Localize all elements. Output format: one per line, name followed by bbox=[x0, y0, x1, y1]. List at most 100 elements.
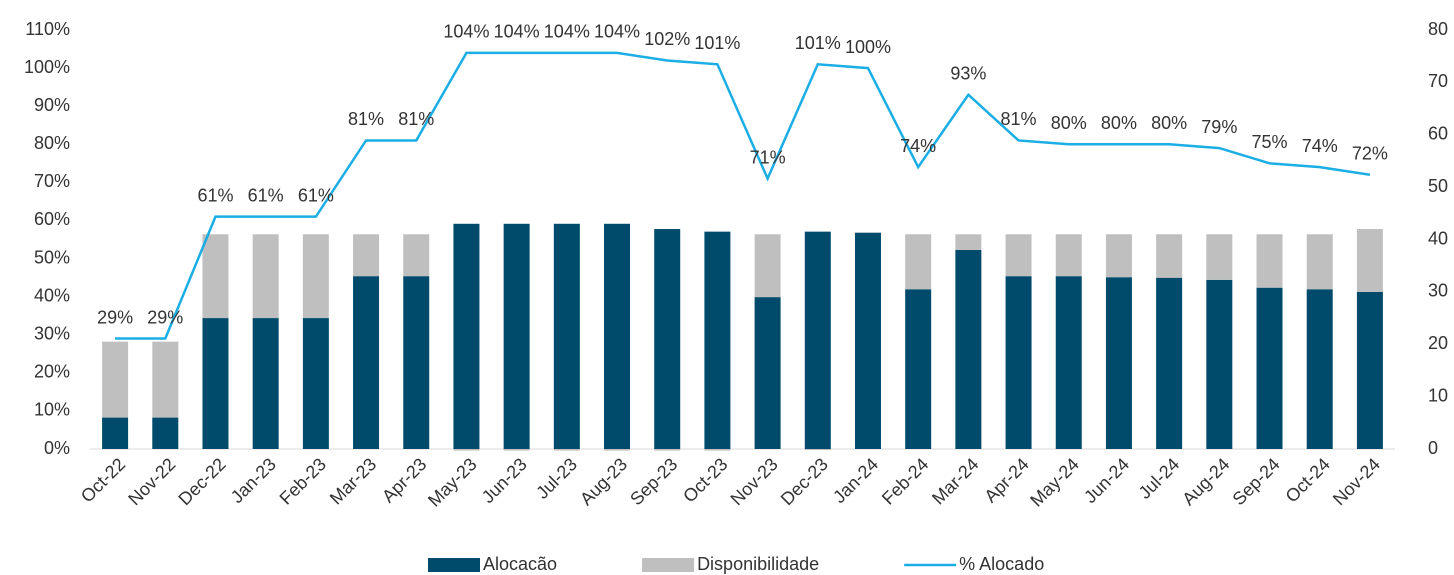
data-label: 29% bbox=[97, 307, 133, 327]
data-label: 93% bbox=[950, 64, 986, 84]
y2-tick-label: 60 bbox=[1428, 124, 1448, 144]
y-tick-label: 110% bbox=[25, 19, 70, 39]
bar bbox=[704, 231, 731, 449]
bar bbox=[754, 234, 781, 298]
bar bbox=[1206, 279, 1233, 449]
bar bbox=[1256, 287, 1283, 449]
y-tick-label: 30% bbox=[34, 323, 70, 343]
data-label: 101% bbox=[795, 33, 841, 53]
bar bbox=[503, 223, 530, 449]
y-tick-label: 70% bbox=[34, 171, 70, 191]
x-tick-label: Nov-22 bbox=[124, 454, 179, 509]
bar bbox=[905, 289, 932, 449]
x-tick-label: Jun-24 bbox=[1080, 454, 1133, 507]
bar bbox=[1005, 276, 1032, 449]
y2-tick-label: 40 bbox=[1428, 228, 1448, 248]
bar bbox=[1256, 234, 1283, 288]
bar bbox=[604, 223, 631, 449]
bar bbox=[754, 297, 781, 449]
data-label: 61% bbox=[197, 185, 233, 205]
bar bbox=[854, 232, 881, 449]
y-tick-label: 60% bbox=[34, 209, 70, 229]
data-label: 81% bbox=[348, 109, 384, 129]
x-tick-label: Oct-23 bbox=[679, 454, 731, 506]
data-label: 75% bbox=[1252, 132, 1288, 152]
bar bbox=[252, 318, 279, 449]
data-label: 61% bbox=[248, 185, 284, 205]
bar bbox=[302, 234, 329, 319]
data-label: 102% bbox=[644, 29, 690, 49]
bar bbox=[152, 417, 179, 449]
bar bbox=[503, 449, 530, 451]
x-tick-label: Nov-24 bbox=[1329, 454, 1384, 509]
bar bbox=[1356, 229, 1383, 292]
bar bbox=[955, 234, 982, 250]
bar bbox=[704, 449, 731, 451]
x-tick-label: Apr-23 bbox=[378, 454, 430, 506]
x-tick-label: Aug-24 bbox=[1178, 454, 1233, 509]
data-label: 81% bbox=[398, 109, 434, 129]
data-label: 81% bbox=[1001, 109, 1037, 129]
bar bbox=[353, 276, 380, 449]
y2-tick-label: 0 bbox=[1428, 438, 1438, 458]
bar bbox=[202, 234, 229, 319]
bar bbox=[553, 223, 580, 449]
bar bbox=[353, 234, 380, 277]
legend-swatch bbox=[428, 558, 480, 572]
x-tick-label: Jan-23 bbox=[227, 454, 280, 507]
bar bbox=[453, 223, 480, 449]
bar bbox=[955, 249, 982, 449]
x-tick-label: Jul-23 bbox=[532, 454, 581, 503]
x-tick-label: Oct-24 bbox=[1282, 454, 1334, 506]
bar bbox=[905, 234, 932, 290]
bar bbox=[1356, 291, 1383, 449]
bar bbox=[403, 276, 430, 449]
x-tick-label: Jul-24 bbox=[1135, 454, 1184, 503]
y2-tick-label: 30 bbox=[1428, 281, 1448, 301]
data-label: 104% bbox=[494, 22, 540, 42]
bar bbox=[1306, 234, 1333, 290]
bar bbox=[302, 318, 329, 449]
y2-tick-label: 50 bbox=[1428, 176, 1448, 196]
bar bbox=[152, 341, 179, 418]
x-tick-label: Sep-24 bbox=[1229, 454, 1284, 509]
bar bbox=[1105, 277, 1132, 449]
data-label: 74% bbox=[900, 136, 936, 156]
data-label: 29% bbox=[147, 307, 183, 327]
bar bbox=[252, 234, 279, 319]
bar bbox=[654, 449, 681, 451]
y2-tick-label: 70 bbox=[1428, 71, 1448, 91]
bar bbox=[654, 229, 681, 449]
bar bbox=[553, 449, 580, 451]
y-tick-label: 80% bbox=[34, 133, 70, 153]
data-label: 80% bbox=[1051, 113, 1087, 133]
data-label: 74% bbox=[1302, 136, 1338, 156]
bar bbox=[1105, 234, 1132, 278]
data-label: 71% bbox=[750, 147, 786, 167]
y2-tick-label: 10 bbox=[1428, 385, 1448, 405]
x-tick-label: Mar-23 bbox=[326, 454, 380, 508]
bar bbox=[1156, 277, 1183, 449]
y-tick-label: 20% bbox=[34, 362, 70, 382]
y2-tick-label: 80 bbox=[1428, 19, 1448, 39]
legend-label: Disponibilidade bbox=[697, 554, 819, 574]
bar bbox=[1156, 234, 1183, 278]
x-tick-label: Jan-24 bbox=[829, 454, 882, 507]
bar bbox=[403, 234, 430, 277]
x-tick-label: Dec-23 bbox=[777, 454, 832, 509]
y2-tick-label: 20 bbox=[1428, 333, 1448, 353]
data-label: 61% bbox=[298, 185, 334, 205]
bar bbox=[1206, 234, 1233, 280]
bar bbox=[604, 449, 631, 451]
x-tick-label: May-23 bbox=[424, 454, 481, 511]
data-label: 104% bbox=[594, 22, 640, 42]
x-tick-label: Feb-24 bbox=[878, 454, 932, 508]
x-tick-label: Dec-22 bbox=[174, 454, 229, 509]
x-tick-label: Apr-24 bbox=[980, 454, 1032, 506]
bar bbox=[1306, 289, 1333, 449]
bar bbox=[804, 231, 831, 449]
x-tick-label: Oct-22 bbox=[77, 454, 129, 506]
data-label: 72% bbox=[1352, 143, 1388, 163]
line bbox=[115, 51, 1371, 340]
